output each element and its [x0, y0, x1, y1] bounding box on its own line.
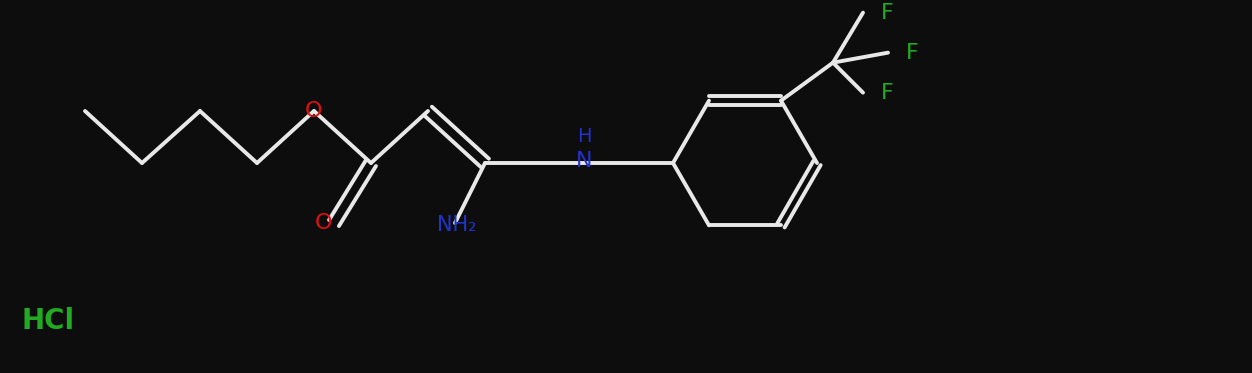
Text: F: F: [881, 3, 894, 23]
Text: F: F: [881, 83, 894, 103]
Text: H: H: [577, 128, 591, 147]
Text: O: O: [316, 213, 333, 233]
Text: NH₂: NH₂: [437, 215, 477, 235]
Text: HCl: HCl: [21, 307, 75, 335]
Text: N: N: [576, 151, 592, 171]
Text: F: F: [906, 43, 919, 63]
Text: O: O: [305, 101, 323, 121]
